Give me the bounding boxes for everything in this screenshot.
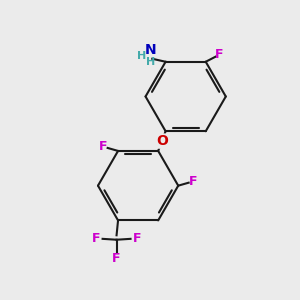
Text: F: F bbox=[99, 140, 107, 153]
Text: F: F bbox=[189, 175, 197, 188]
Text: H: H bbox=[137, 51, 146, 61]
Text: F: F bbox=[215, 48, 224, 61]
Text: F: F bbox=[112, 252, 121, 265]
Text: N: N bbox=[145, 43, 157, 57]
Text: F: F bbox=[92, 232, 100, 245]
Text: F: F bbox=[133, 232, 142, 245]
Text: H: H bbox=[146, 57, 155, 67]
Text: O: O bbox=[156, 134, 168, 148]
